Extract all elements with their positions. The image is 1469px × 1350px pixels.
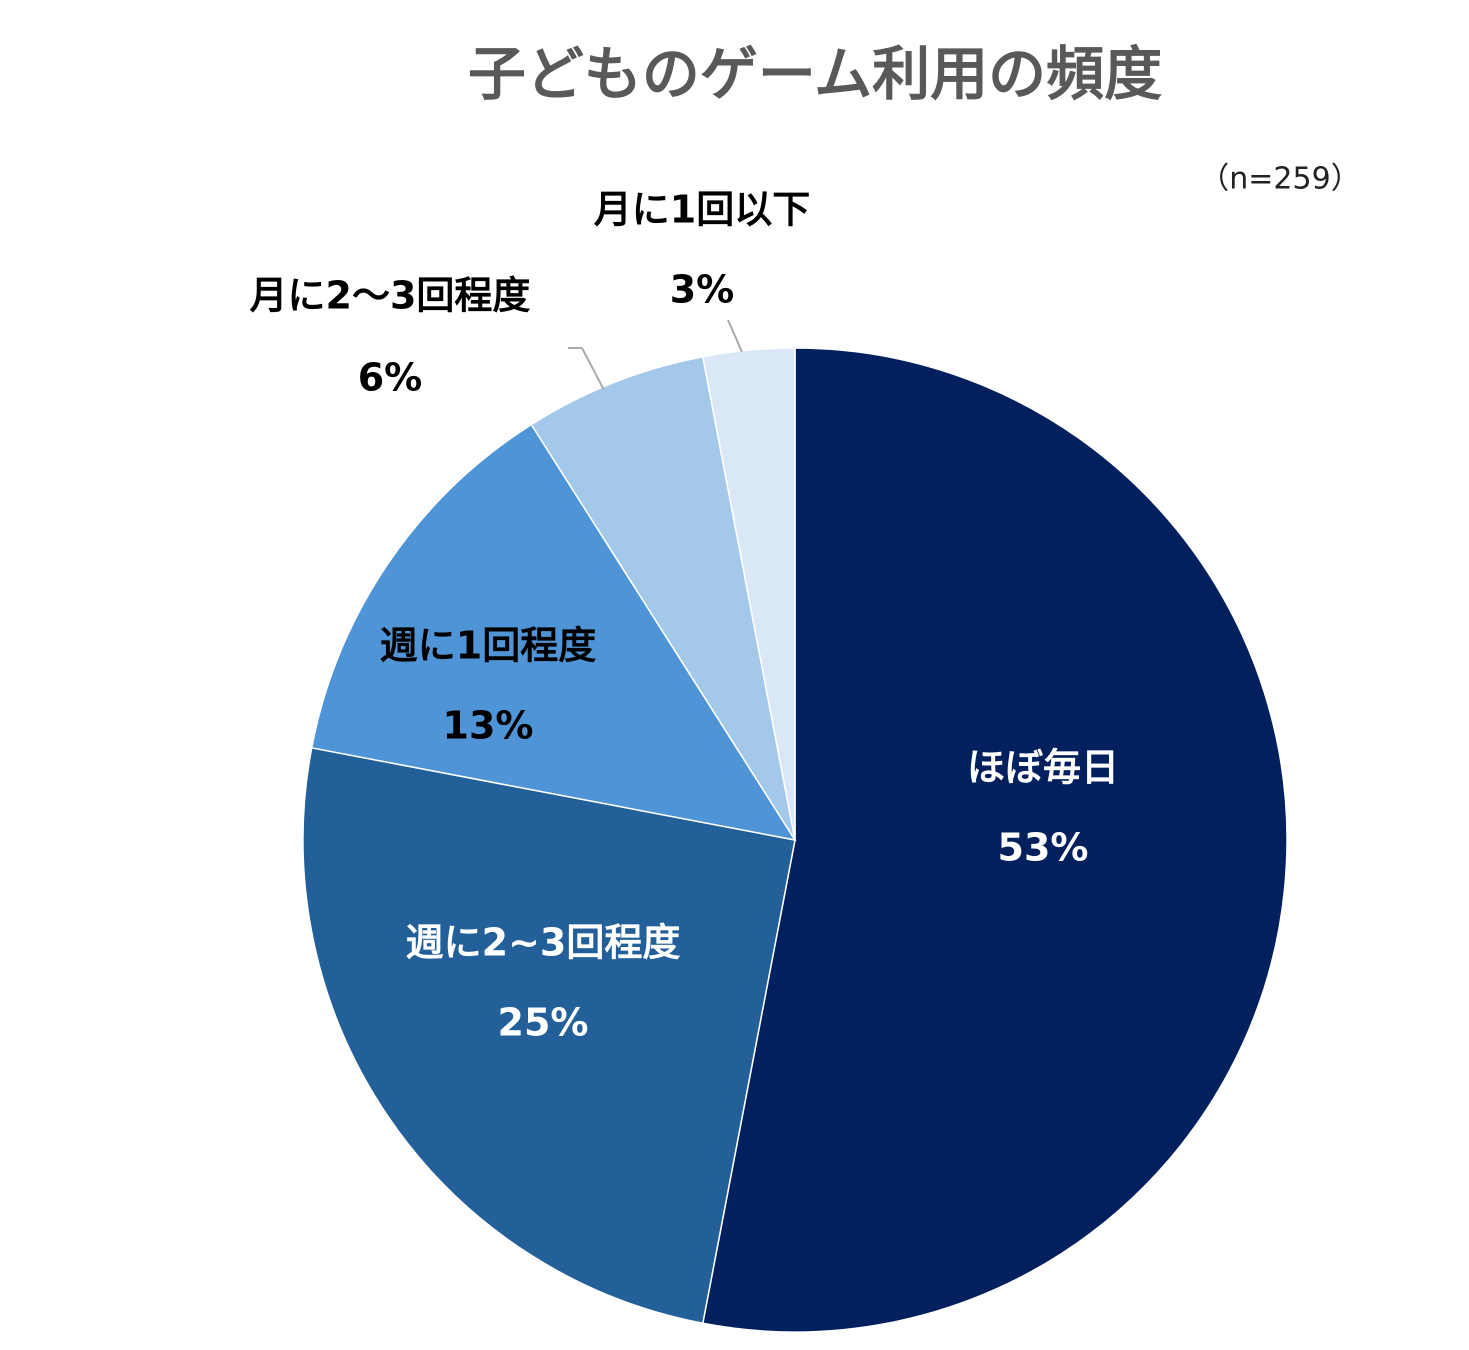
pie (302, 347, 1288, 1333)
value-label: 25% (498, 1001, 589, 1045)
value-label: 53% (998, 826, 1089, 870)
slice-label: 月に1回以下 (594, 188, 810, 232)
subtitle: （n=259） (1199, 162, 1360, 197)
pie-slice (302, 746, 796, 1325)
pie-slice (701, 347, 1288, 1333)
pie-slice (530, 355, 796, 841)
leader-line (581, 347, 605, 391)
slice-label: 月に2～3回程度 (250, 274, 531, 318)
chart-title: 子どものゲーム利用の頻度 (468, 40, 1162, 108)
value-label: 3% (670, 268, 735, 312)
leader-line (727, 319, 743, 353)
value-label: 13% (443, 704, 534, 748)
slice-label: 週に1回程度 (380, 624, 596, 668)
slice-label: 週に2~3回程度 (406, 921, 681, 965)
pie-slice (310, 423, 797, 842)
pie-slice (701, 347, 796, 841)
value-label: 6% (358, 356, 423, 400)
slice-label: ほぼ毎日 (967, 746, 1119, 790)
